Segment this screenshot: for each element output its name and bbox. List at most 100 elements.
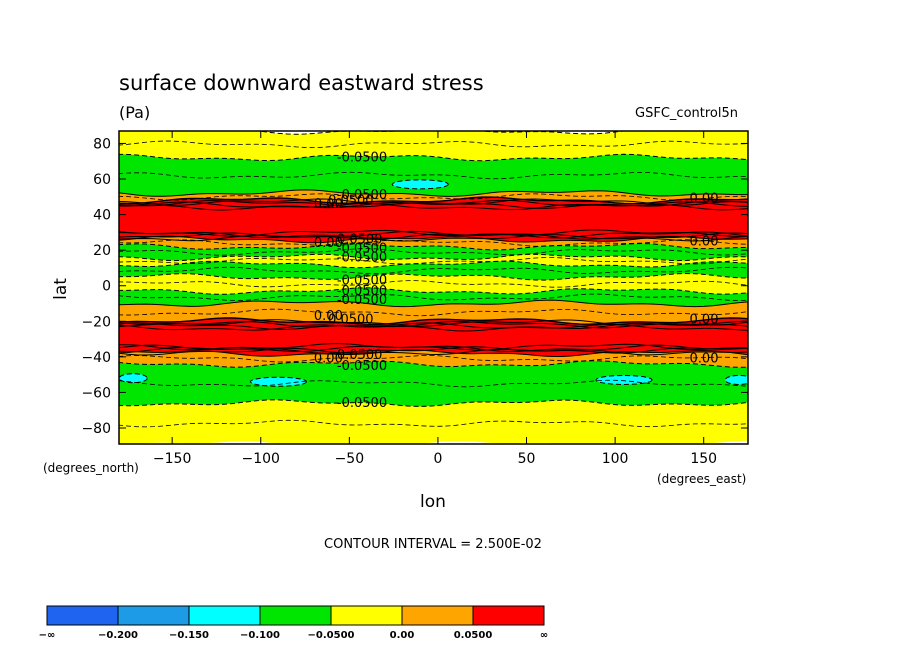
contour-label-3: 0.00 [314,197,343,212]
contour-label-5: -0.0500 [337,241,387,256]
contour-label-4: 0.0500 [337,232,383,247]
color-band-1 [119,154,748,197]
y-tick-label-7: −60 [81,385,111,401]
contour-label-2: 0.0500 [328,193,374,208]
minima-patch-2 [249,376,307,387]
contour-line-3-inner-4 [119,202,748,211]
colorbar-swatch-0 [46,605,119,626]
x-tick-label-6: 150 [690,451,717,467]
contour-label-13: 0.0500 [337,348,383,363]
contour-label-17: 0.00 [690,192,719,207]
contour-line-7-mid [119,266,748,275]
y-tick-label-8: −80 [81,421,111,437]
chart-title: surface downward eastward stress [119,71,484,95]
x-tick-label-5: 100 [602,451,629,467]
contour-label-0: -0.0500 [337,151,387,166]
x-tick-label-3: 0 [433,451,442,467]
contour-label-14: 0.00 [314,352,343,367]
colorbar-label-2: −0.150 [169,630,209,641]
y-tick-label-4: 0 [102,279,111,295]
contour-line-8 [119,272,748,281]
contour-line-0-mid [119,140,748,149]
contour-label-16: -0.0500 [337,396,387,411]
contour-label-7: -0.0500 [337,250,387,265]
contour-line-1 [119,153,748,162]
contour-line-5 [119,242,748,251]
contour-line-10 [119,299,748,308]
color-band-14 [119,399,748,444]
contour-line-1-mid [119,171,748,180]
colorbar-label-7: ∞ [540,630,548,641]
colorbar-label-6: 0.0500 [454,630,493,641]
colorbar: −∞ −0.200 −0.150 −0.100 −0.0500 0.00 0.0500 ∞ [39,605,548,641]
contour-label-8: -0.0500 [337,273,387,288]
contour-line-4 [119,235,748,244]
contour-line-10-mid [119,308,748,317]
color-band-9 [119,287,748,307]
contour-line-12 [119,349,748,358]
contour-line-14-mid [119,419,748,428]
colorbar-swatch-2 [188,605,261,626]
minima-patch-1 [119,373,148,384]
contour-label-9: -0.0500 [337,284,387,299]
colorbar-label-3: −0.100 [240,630,280,641]
minima-patch-0 [391,179,449,190]
contour-label-20: 0.00 [690,352,719,367]
color-bands [119,131,748,444]
contour-line-11-inner-3 [119,322,748,330]
y-tick-label-3: 20 [93,243,111,259]
y-tick-label-0: 80 [93,136,111,152]
minima-patch-4 [724,374,748,385]
plot-frame [118,130,749,445]
contour-line-12-mid [119,355,748,363]
dataset-name: GSFC_control5n [635,106,738,121]
contour-line-3-inner-b1 [119,234,748,242]
contour-line-5-mid [119,248,748,256]
contour-line-3-inner-b4 [119,229,748,237]
x-axis-ticks: −150 −100 −50 0 50 100 150 [153,131,717,467]
chart-units: (Pa) [119,103,150,122]
x-tick-label-4: 50 [518,451,536,467]
colorbar-label-1: −0.200 [98,630,138,641]
y-tick-label-5: −20 [81,314,111,330]
contour-labels: -0.0500-0.05000.05000.000.0500-0.05000.0… [314,151,719,411]
y-axis-ticks: 80 60 40 20 0 −20 −40 −60 −80 [81,136,748,437]
color-band-10 [119,300,748,325]
contour-line-3-inner-2 [119,199,748,208]
color-band-6 [119,254,748,268]
y-tick-label-2: 40 [93,208,111,224]
contour-line-8-mid [119,280,748,288]
contour-line-3-inner-b3 [119,230,748,239]
contour-interval-note: CONTOUR INTERVAL = 2.500E-02 [324,537,542,552]
contour-line-6 [119,253,748,262]
y-tick-label-1: 60 [93,172,111,188]
contour-line-11-inner-b4 [119,343,748,351]
contour-line-4-mid [119,239,748,247]
x-tick-label-1: −100 [242,451,280,467]
colorbar-swatch-5 [401,605,474,626]
contour-line-11 [119,317,748,326]
color-band-8 [119,273,748,295]
contour-label-12: 0.00 [314,309,343,324]
contour-line-11-inner-4 [119,323,748,332]
contour-label-18: 0.00 [690,234,719,249]
color-band-4 [119,236,748,250]
colorbar-label-0: −∞ [39,630,56,641]
minima-patch-3 [595,374,653,385]
colorbar-swatch-1 [117,605,190,626]
contour-line-9-mid [119,293,748,302]
contour-label-15: -0.0500 [337,359,387,374]
y-axis-units: (degrees_north) [43,461,139,475]
contour-line-2-mid [119,193,748,201]
contour-line-14 [119,399,748,407]
x-axis-label: lon [420,492,446,512]
contour-label-19: 0.00 [690,313,719,328]
plot-area: -0.0500-0.05000.05000.000.0500-0.05000.0… [118,130,749,445]
color-band-3 [119,197,748,243]
contour-line-2 [119,189,748,197]
y-tick-label-6: −40 [81,350,111,366]
contour-line-9 [119,287,748,295]
minima-patches [119,179,748,387]
colorbar-label-5: 0.00 [390,630,415,641]
